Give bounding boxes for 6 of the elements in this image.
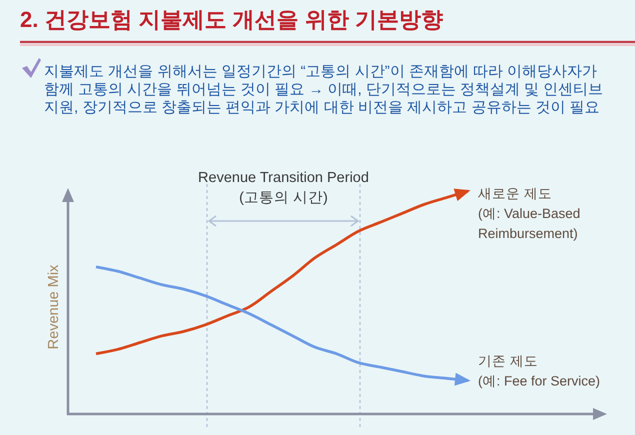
chart-title: 2. 건강보험 지불제도 개선을 위한 기본방향 <box>20 7 443 32</box>
series-label: 기존 제도 (예: Fee for Service) <box>478 354 600 389</box>
annotation: Revenue Transition Period (고통의 시간) <box>198 170 369 206</box>
series-label: 새로운 제도 (예: Value-Based Reimbursement) <box>478 186 580 241</box>
y-axis-title: Revenue Mix <box>46 264 62 350</box>
chart-subtitle: 지불제도 개선을 위해서는 일정기간의 “고통의 시간”이 존재함에 따라 이해당사자가 함께 고통의 시간을 뛰어넘는 것이 필요 → 이때, 단기적으로는 정책설계 및 인센티브 지원, 장기적으로 창출되는 편익과 가치에 대한 비전을 제시하고 공유하는 것이 필요 <box>44 63 604 116</box>
